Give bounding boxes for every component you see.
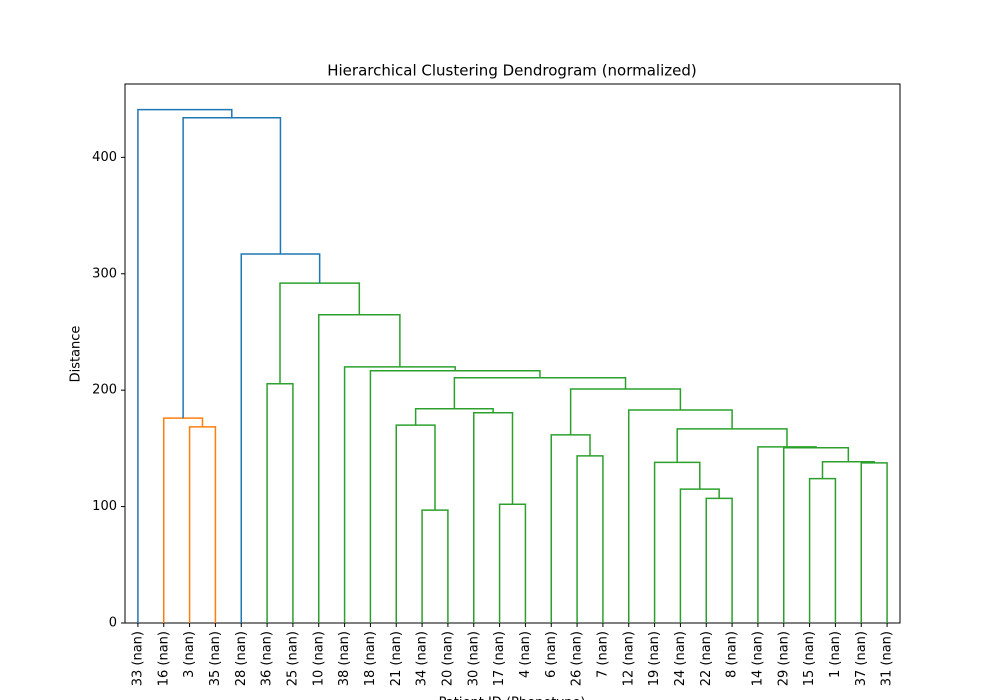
y-tick-label: 200: [92, 383, 117, 398]
leaf-label: 17 (nan): [492, 631, 507, 686]
dendrogram-link: [343, 366, 456, 623]
leaf-label: 1 (nan): [828, 631, 843, 678]
chart-title: Hierarchical Clustering Dendrogram (norm…: [327, 62, 697, 80]
x-axis-label: Patient ID (Phenotype): [439, 696, 586, 700]
dendrogram-link: [550, 434, 591, 623]
dendrogram-link: [318, 313, 401, 623]
dendrogram-link: [705, 497, 733, 623]
dendrogram-link: [137, 108, 233, 623]
y-axis-label: Distance: [69, 326, 84, 383]
leaf-label: 36 (nan): [260, 631, 275, 686]
leaf-label: 30 (nan): [466, 631, 481, 686]
leaf-label: 7 (nan): [595, 631, 610, 678]
dendrogram-link: [576, 455, 604, 623]
leaf-label: 19 (nan): [647, 631, 662, 686]
y-tick-label: 400: [92, 150, 117, 165]
leaf-label: 22 (nan): [699, 631, 714, 686]
leaf-label: 14 (nan): [750, 631, 765, 686]
leaf-label: 3 (nan): [182, 631, 197, 678]
dendrogram-link: [188, 426, 217, 623]
dendrogram-link: [653, 461, 701, 623]
leaf-label: 12 (nan): [621, 631, 636, 686]
leaf-label: 10 (nan): [311, 631, 326, 686]
dendrogram-link: [163, 417, 204, 623]
dendrogram-link: [498, 503, 527, 623]
plot-frame: [124, 83, 901, 624]
dendrogram-link: [182, 117, 282, 419]
leaf-label: 21 (nan): [389, 631, 404, 686]
dendrogram-link: [414, 408, 494, 426]
dendrogram-link: [421, 509, 449, 623]
y-tick-label: 300: [92, 266, 117, 281]
dendrogram-link: [569, 388, 682, 435]
leaf-label: 4 (nan): [518, 631, 533, 678]
leaf-label: 38 (nan): [337, 631, 352, 686]
leaf-label: 24 (nan): [673, 631, 688, 686]
leaf-label: 16 (nan): [156, 631, 171, 686]
leaf-label: 33 (nan): [130, 631, 145, 686]
leaf-label: 18 (nan): [363, 631, 378, 686]
y-tick-label: 100: [92, 499, 117, 514]
dendrogram-link: [279, 282, 361, 384]
leaf-label: 34 (nan): [415, 631, 430, 686]
leaf-label: 28 (nan): [234, 631, 249, 686]
dendrogram-link: [266, 383, 294, 623]
dendrogram-link: [860, 462, 888, 623]
dendrogram-link: [453, 376, 627, 409]
dendrogram-link: [676, 428, 788, 463]
dendrogram-link: [783, 447, 850, 623]
dendrogram-link: [808, 477, 837, 623]
leaf-label: 6 (nan): [544, 631, 559, 678]
leaf-label: 31 (nan): [880, 631, 895, 686]
leaf-label: 37 (nan): [854, 631, 869, 686]
dendrogram-link: [821, 461, 875, 479]
leaf-label: 35 (nan): [208, 631, 223, 686]
leaf-label: 29 (nan): [776, 631, 791, 686]
leaf-label: 20 (nan): [440, 631, 455, 686]
dendrogram-link: [679, 488, 720, 623]
dendrogram-link: [473, 412, 514, 623]
dendrogram-link: [757, 446, 817, 623]
leaf-label: 25 (nan): [285, 631, 300, 686]
leaf-label: 8 (nan): [725, 631, 740, 678]
y-tick-label: 0: [109, 616, 117, 631]
leaf-label: 26 (nan): [570, 631, 585, 686]
dendrogram-link: [395, 424, 436, 623]
leaf-label: 15 (nan): [802, 631, 817, 686]
